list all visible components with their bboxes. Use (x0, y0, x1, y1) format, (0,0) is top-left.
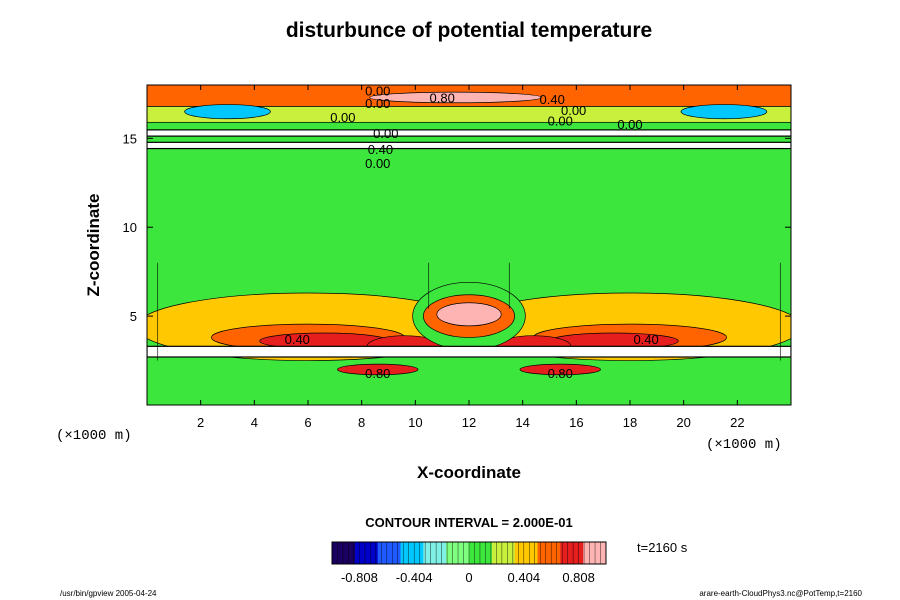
x-tick-label: 16 (569, 415, 583, 430)
contour-label: 0.80 (430, 90, 455, 105)
bubble-core (436, 302, 502, 327)
contour-label: 0.40 (368, 142, 393, 157)
y-tick-label: 10 (123, 220, 137, 235)
colorbar-ticks: -0.808 -0.404 0 0.404 0.808 (341, 570, 595, 585)
footer-right: arare-earth-CloudPhys3.nc@PotTemp,t=2160 (699, 589, 862, 598)
y-tick-label: 15 (123, 131, 137, 146)
x-unit-label: (×1000 m) (706, 437, 782, 453)
contour-label: 0.00 (365, 156, 390, 171)
x-tick-label: 4 (251, 415, 258, 430)
colorbar-swatch (377, 542, 401, 564)
x-tick-label: 2 (197, 415, 204, 430)
colorbar-swatch (354, 542, 379, 564)
y-axis: 5 10 15 (123, 131, 791, 324)
y-axis-title: Z-coordinate (84, 194, 103, 297)
contour-label: 0.00 (373, 126, 398, 141)
colorbar-frame (331, 541, 607, 565)
footer-left: /usr/bin/gpview 2005-04-24 (60, 589, 157, 598)
contour-label: 0.40 (540, 92, 565, 107)
time-label: t=2160 s (637, 540, 688, 555)
right-lower-fringe (519, 363, 601, 376)
colorbar-tick-label: 0.808 (562, 570, 595, 585)
left-lower-fringe (337, 363, 419, 376)
x-tick-label: 20 (676, 415, 690, 430)
colorbar-swatch (537, 542, 561, 564)
colorbar-swatch (560, 542, 584, 564)
top-right-cool-patch (680, 104, 768, 120)
white-band (147, 141, 791, 150)
x-tick-label: 22 (730, 415, 744, 430)
colorbar-swatch (469, 542, 493, 564)
colorbar-swatch (491, 542, 516, 564)
contour-label: 0.00 (548, 114, 573, 129)
contour-label: 0.00 (561, 103, 586, 118)
x-tick-label: 6 (304, 415, 311, 430)
plot-area: 0.000.00 0.80 0.400.00 0.000.00 0.000.000.40… (146, 83, 792, 406)
colorbar-tick-label: -0.404 (396, 570, 433, 585)
colorbar-swatch (332, 542, 356, 564)
contour-label: 0.00 (330, 110, 355, 125)
x-axis-title: X-coordinate (417, 463, 521, 482)
contour-label: 0.80 (365, 366, 390, 381)
contour-label: 0.00 (365, 96, 390, 111)
colorbar-swatch (400, 542, 424, 564)
contour-label: 0.00 (617, 117, 642, 132)
white-band (147, 345, 791, 358)
colorbar-tick-label: 0 (465, 570, 472, 585)
contour-interval-label: CONTOUR INTERVAL = 2.000E-01 (365, 515, 572, 530)
x-tick-label: 18 (623, 415, 637, 430)
x-tick-label: 14 (515, 415, 529, 430)
y-tick-label: 5 (130, 309, 137, 324)
colorbar-tick-label: 0.404 (508, 570, 541, 585)
y-unit-label: (×1000 m) (56, 428, 132, 444)
colorbar-swatch (423, 542, 447, 564)
colorbar-swatch (514, 542, 538, 564)
x-tick-label: 8 (358, 415, 365, 430)
x-tick-label: 12 (462, 415, 476, 430)
colorbar-tick-label: -0.808 (341, 570, 378, 585)
top-left-cool-patch (184, 104, 271, 120)
colorbar-swatch (446, 542, 470, 564)
top-warm-streak (369, 91, 542, 104)
x-tick-label: 10 (408, 415, 422, 430)
contour-label: 0.00 (365, 83, 390, 98)
contour-label: 0.80 (548, 366, 573, 381)
chart-title: disturbunce of potential temperature (286, 19, 652, 42)
contour-label: 0.40 (633, 332, 658, 347)
x-axis: 2 4 6 8 10 12 14 16 18 20 22 (197, 85, 745, 430)
colorbar (331, 541, 607, 565)
white-band (147, 129, 791, 137)
colorbar-swatch (583, 542, 607, 564)
contour-label: 0.40 (285, 332, 310, 347)
